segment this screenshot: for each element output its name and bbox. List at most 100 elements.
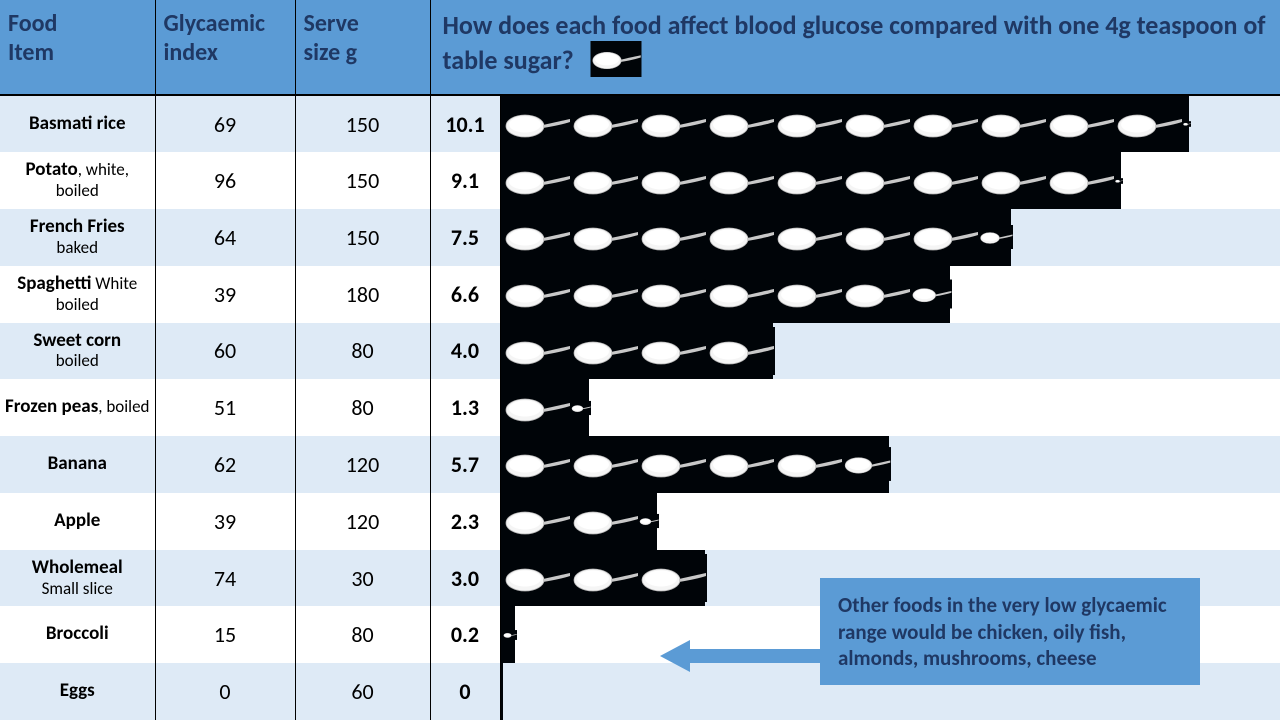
sugar-spoon-icon	[571, 157, 639, 205]
sugar-spoon-icon	[503, 440, 571, 488]
sugar-spoon-icon	[843, 270, 911, 318]
serve-value: 150	[295, 209, 430, 266]
callout-box: Other foods in the very low glycaemic ra…	[820, 578, 1200, 685]
serve-value: 150	[295, 152, 430, 209]
serve-value: 30	[295, 550, 430, 607]
sugar-spoon-icon	[639, 327, 707, 375]
food-name: Eggs	[0, 663, 155, 720]
sugar-spoon-icon	[707, 440, 775, 488]
sugar-equiv: 4.0	[430, 323, 500, 380]
sugar-spoon-icon	[979, 100, 1047, 148]
gi-value: 15	[155, 606, 295, 663]
sugar-equiv: 0.2	[430, 606, 500, 663]
food-name: Spaghetti White boiled	[0, 266, 155, 323]
serve-value: 120	[295, 493, 430, 550]
sugar-spoon-icon	[979, 157, 1047, 205]
sugar-spoon-icon	[571, 270, 639, 318]
sugar-spoon-icon	[639, 270, 707, 318]
sugar-spoon-icon	[911, 157, 979, 205]
table-row: Apple391202.3	[0, 493, 1280, 550]
serve-value: 120	[295, 436, 430, 493]
sugar-equiv: 6.6	[430, 266, 500, 323]
sugar-spoon-icon	[571, 440, 639, 488]
table-row: Frozen peas, boiled51801.3	[0, 379, 1280, 436]
food-name: Broccoli	[0, 606, 155, 663]
sugar-spoon-icon	[571, 384, 591, 432]
sugar-spoon-icon	[571, 327, 639, 375]
spoons-visual	[500, 266, 1280, 323]
table-row: Potato, white, boiled961509.1	[0, 152, 1280, 209]
gi-value: 60	[155, 323, 295, 380]
sugar-spoon-icon	[639, 497, 659, 545]
sugar-spoon-icon	[571, 497, 639, 545]
sugar-spoon-icon	[707, 213, 775, 261]
sugar-spoon-icon	[1115, 157, 1123, 205]
food-name: Frozen peas, boiled	[0, 379, 155, 436]
sugar-spoon-icon	[1047, 157, 1115, 205]
sugar-spoon-icon	[1115, 100, 1183, 148]
sugar-spoon-icon	[503, 327, 571, 375]
header-food: Food Item	[0, 0, 155, 95]
sugar-spoon-icon	[911, 100, 979, 148]
sugar-spoon-icon	[707, 270, 775, 318]
header-row: Food Item Glycaemic index Serve size g H…	[0, 0, 1280, 95]
sugar-spoon-icon	[1183, 100, 1191, 148]
sugar-spoon-icon	[843, 440, 891, 488]
sugar-spoon-icon	[843, 157, 911, 205]
sugar-equiv: 5.7	[430, 436, 500, 493]
gi-value: 51	[155, 379, 295, 436]
serve-value: 180	[295, 266, 430, 323]
sugar-equiv: 2.3	[430, 493, 500, 550]
serve-value: 80	[295, 606, 430, 663]
gi-value: 96	[155, 152, 295, 209]
sugar-equiv: 3.0	[430, 550, 500, 607]
sugar-spoon-icon	[571, 554, 639, 602]
sugar-spoon-icon	[707, 157, 775, 205]
sugar-spoon-icon	[775, 213, 843, 261]
sugar-spoon-icon	[775, 440, 843, 488]
gi-value: 0	[155, 663, 295, 720]
sugar-spoon-icon	[639, 157, 707, 205]
glycaemic-infographic: Food Item Glycaemic index Serve size g H…	[0, 0, 1280, 720]
sugar-spoon-icon	[503, 157, 571, 205]
table-row: Spaghetti White boiled391806.6	[0, 266, 1280, 323]
table-row: Basmati rice6915010.1	[0, 95, 1280, 152]
sugar-equiv: 1.3	[430, 379, 500, 436]
food-name: Banana	[0, 436, 155, 493]
sugar-spoon-icon	[911, 213, 979, 261]
sugar-spoon-icon	[707, 327, 775, 375]
table-row: Sweet cornboiled60804.0	[0, 323, 1280, 380]
serve-value: 150	[295, 95, 430, 152]
food-name: Apple	[0, 493, 155, 550]
sugar-spoon-icon	[911, 270, 952, 318]
sugar-spoon-icon	[775, 270, 843, 318]
serve-value: 60	[295, 663, 430, 720]
gi-value: 39	[155, 493, 295, 550]
sugar-equiv: 0	[430, 663, 500, 720]
food-name: Potato, white, boiled	[0, 152, 155, 209]
gi-value: 69	[155, 95, 295, 152]
sugar-equiv: 7.5	[430, 209, 500, 266]
sugar-spoon-icon	[571, 100, 639, 148]
spoons-visual	[500, 436, 1280, 493]
sugar-equiv: 10.1	[430, 95, 500, 152]
gi-value: 64	[155, 209, 295, 266]
spoons-visual	[500, 493, 1280, 550]
sugar-equiv: 9.1	[430, 152, 500, 209]
sugar-spoon-icon	[590, 41, 642, 84]
serve-value: 80	[295, 379, 430, 436]
sugar-spoon-icon	[639, 440, 707, 488]
arrow-left-icon	[660, 636, 830, 676]
sugar-spoon-icon	[503, 100, 571, 148]
header-serve: Serve size g	[295, 0, 430, 95]
food-name: WholemealSmall slice	[0, 550, 155, 607]
gi-value: 39	[155, 266, 295, 323]
header-question: How does each food affect blood glucose …	[430, 0, 1280, 95]
header-gi: Glycaemic index	[155, 0, 295, 95]
food-name: Basmati rice	[0, 95, 155, 152]
sugar-spoon-icon	[775, 157, 843, 205]
sugar-spoon-icon	[503, 611, 517, 659]
spoons-visual	[500, 95, 1280, 152]
sugar-spoon-icon	[639, 554, 707, 602]
sugar-spoon-icon	[1047, 100, 1115, 148]
